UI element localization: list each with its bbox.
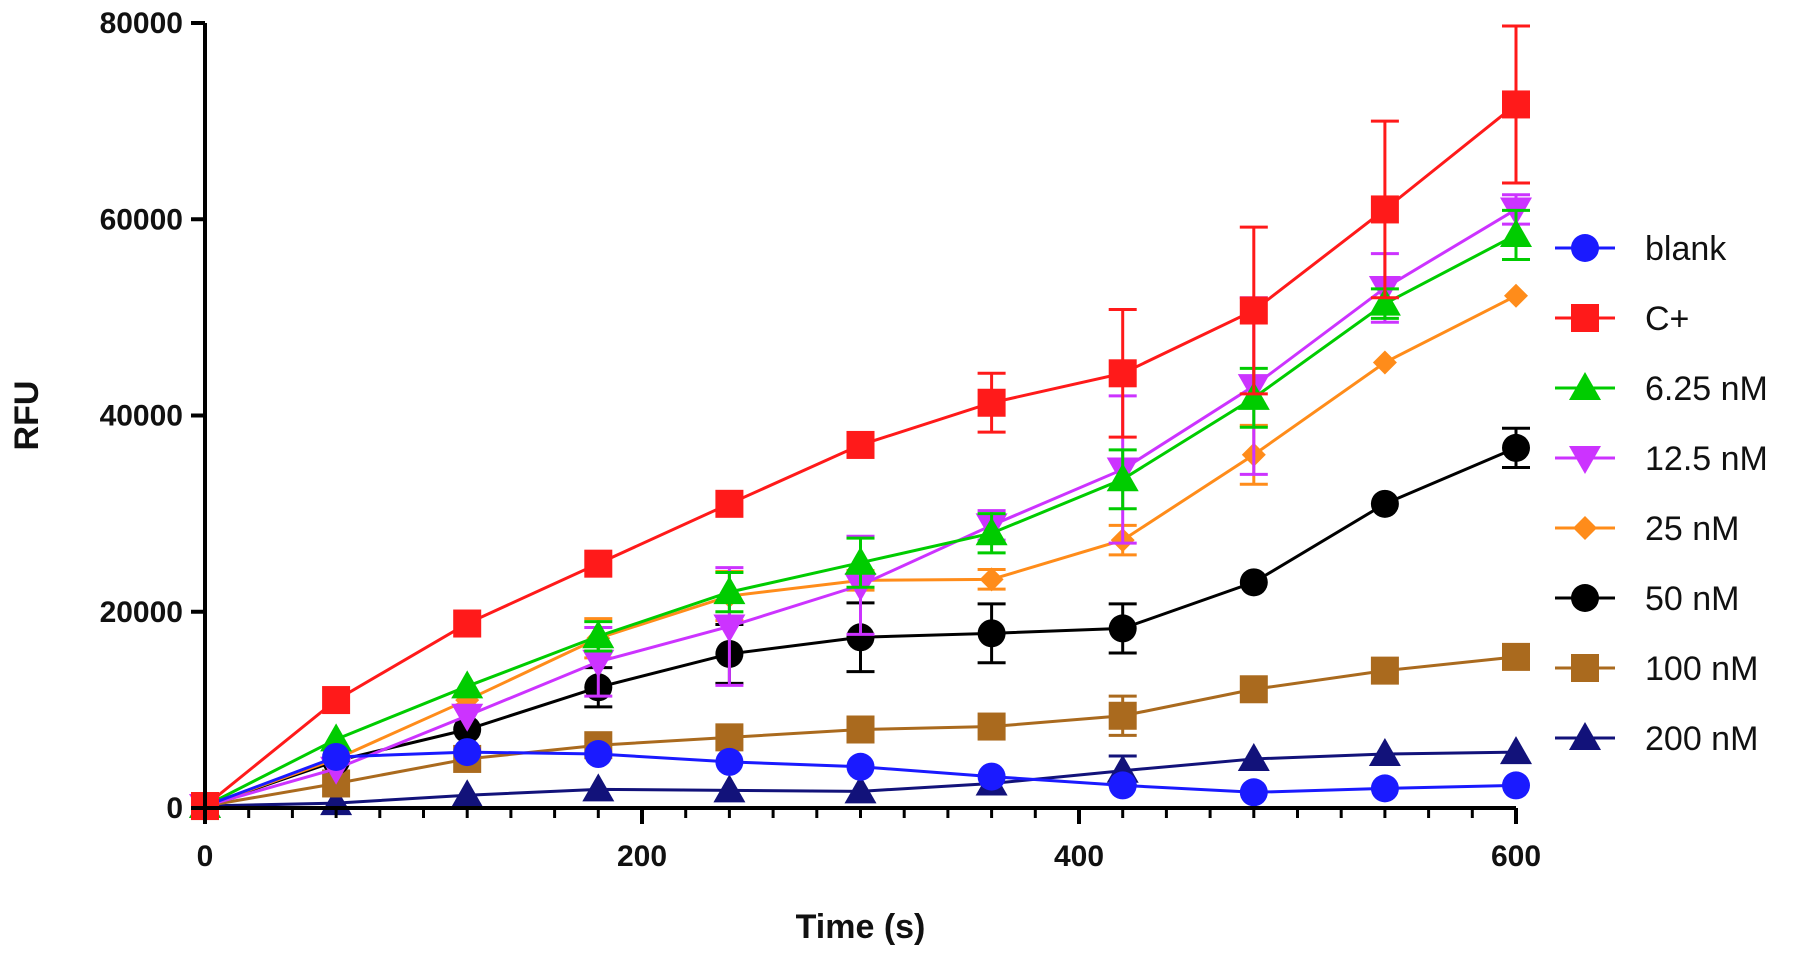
legend-item: blank <box>1555 230 1727 268</box>
axes: 0 20000 40000 60000 80000 0 200 400 600 Time (s… <box>8 7 1541 946</box>
x-tick-label: 200 <box>617 840 667 873</box>
data-point <box>713 576 746 605</box>
legend-item: 25 nM <box>1555 510 1740 548</box>
legend-marker <box>1573 516 1597 540</box>
data-point <box>582 620 615 649</box>
data-point <box>1370 489 1399 518</box>
data-point <box>844 546 877 575</box>
data-point <box>1500 218 1532 247</box>
data-point <box>979 567 1004 592</box>
data-point <box>1370 656 1399 685</box>
data-point <box>320 723 353 752</box>
data-point <box>977 388 1006 417</box>
series-c- <box>191 24 1530 821</box>
y-tick-label: 60000 <box>100 203 183 236</box>
legend-marker <box>1571 584 1599 612</box>
x-axis-title: Time (s) <box>796 908 926 946</box>
data-point <box>1504 283 1528 308</box>
data-point <box>451 670 484 699</box>
data-point <box>846 715 875 744</box>
data-point <box>1502 433 1530 462</box>
data-point <box>1239 296 1268 325</box>
x-axis-ticks: 0 200 400 600 <box>197 808 1541 873</box>
data-point <box>1502 90 1530 119</box>
data-point <box>977 712 1006 741</box>
legend-label: 100 nM <box>1645 650 1758 688</box>
data-point <box>1502 771 1530 800</box>
legend-marker <box>1571 304 1599 332</box>
data-point <box>844 775 877 804</box>
legend: blank C+ 6.25 nM 12.5 nM 25 nM 50 nM 100 nM 200… <box>1555 230 1768 758</box>
legend-label: 25 nM <box>1645 510 1740 548</box>
data-point <box>977 619 1006 648</box>
legend-item: C+ <box>1555 300 1689 338</box>
x-tick-label: 400 <box>1054 840 1104 873</box>
legend-marker <box>1569 372 1601 400</box>
data-point <box>1370 195 1399 224</box>
y-axis-ticks: 0 20000 40000 60000 80000 <box>100 7 205 825</box>
legend-label: C+ <box>1645 300 1689 338</box>
data-point <box>715 489 744 518</box>
legend-marker <box>1569 446 1601 474</box>
legend-label: blank <box>1645 230 1727 268</box>
data-point <box>1502 642 1530 671</box>
data-point <box>453 609 482 638</box>
series-layer <box>189 24 1532 823</box>
legend-marker <box>1571 234 1599 262</box>
data-point <box>713 774 746 803</box>
data-point <box>1372 350 1397 375</box>
legend-item: 6.25 nM <box>1555 370 1768 408</box>
x-tick-label: 0 <box>197 840 214 873</box>
x-tick-label: 600 <box>1491 840 1541 873</box>
data-point <box>1237 742 1270 771</box>
y-tick-label: 20000 <box>100 596 183 629</box>
data-point <box>1239 778 1268 807</box>
data-point <box>715 723 744 752</box>
data-point <box>1368 287 1401 316</box>
legend-item: 50 nM <box>1555 580 1740 618</box>
data-point <box>1108 614 1137 643</box>
data-point <box>1500 736 1532 765</box>
data-point <box>582 773 615 802</box>
y-tick-label: 80000 <box>100 7 183 40</box>
legend-item: 200 nM <box>1555 720 1758 758</box>
data-point <box>846 752 875 781</box>
data-point <box>846 623 875 652</box>
legend-label: 6.25 nM <box>1645 370 1768 408</box>
data-point <box>1108 701 1137 730</box>
data-point <box>451 779 484 808</box>
data-point <box>713 614 746 643</box>
data-point <box>1237 381 1270 410</box>
y-tick-label: 40000 <box>100 400 183 433</box>
y-axis-title: RFU <box>8 381 46 451</box>
legend-label: 200 nM <box>1645 720 1758 758</box>
data-point <box>1106 463 1139 492</box>
legend-item: 100 nM <box>1555 650 1758 688</box>
data-point <box>1370 774 1399 803</box>
data-point <box>1108 359 1137 388</box>
data-point <box>715 747 744 776</box>
y-tick-label: 0 <box>166 792 183 825</box>
data-point <box>846 430 875 459</box>
data-point <box>453 738 482 767</box>
data-point <box>977 762 1006 791</box>
legend-marker <box>1571 654 1599 682</box>
data-point <box>451 703 484 732</box>
data-point <box>584 740 613 769</box>
data-point <box>1239 675 1268 704</box>
legend-marker <box>1569 722 1601 750</box>
data-point <box>322 742 351 771</box>
legend-label: 12.5 nM <box>1645 440 1768 478</box>
data-point <box>1108 771 1137 800</box>
data-point <box>322 686 351 715</box>
series-blank <box>191 738 1530 821</box>
legend-label: 50 nM <box>1645 580 1740 618</box>
data-point <box>584 549 613 578</box>
legend-item: 12.5 nM <box>1555 440 1768 478</box>
data-point <box>582 649 615 678</box>
data-point <box>1239 568 1268 597</box>
data-point <box>975 517 1008 546</box>
data-point <box>1368 738 1401 767</box>
